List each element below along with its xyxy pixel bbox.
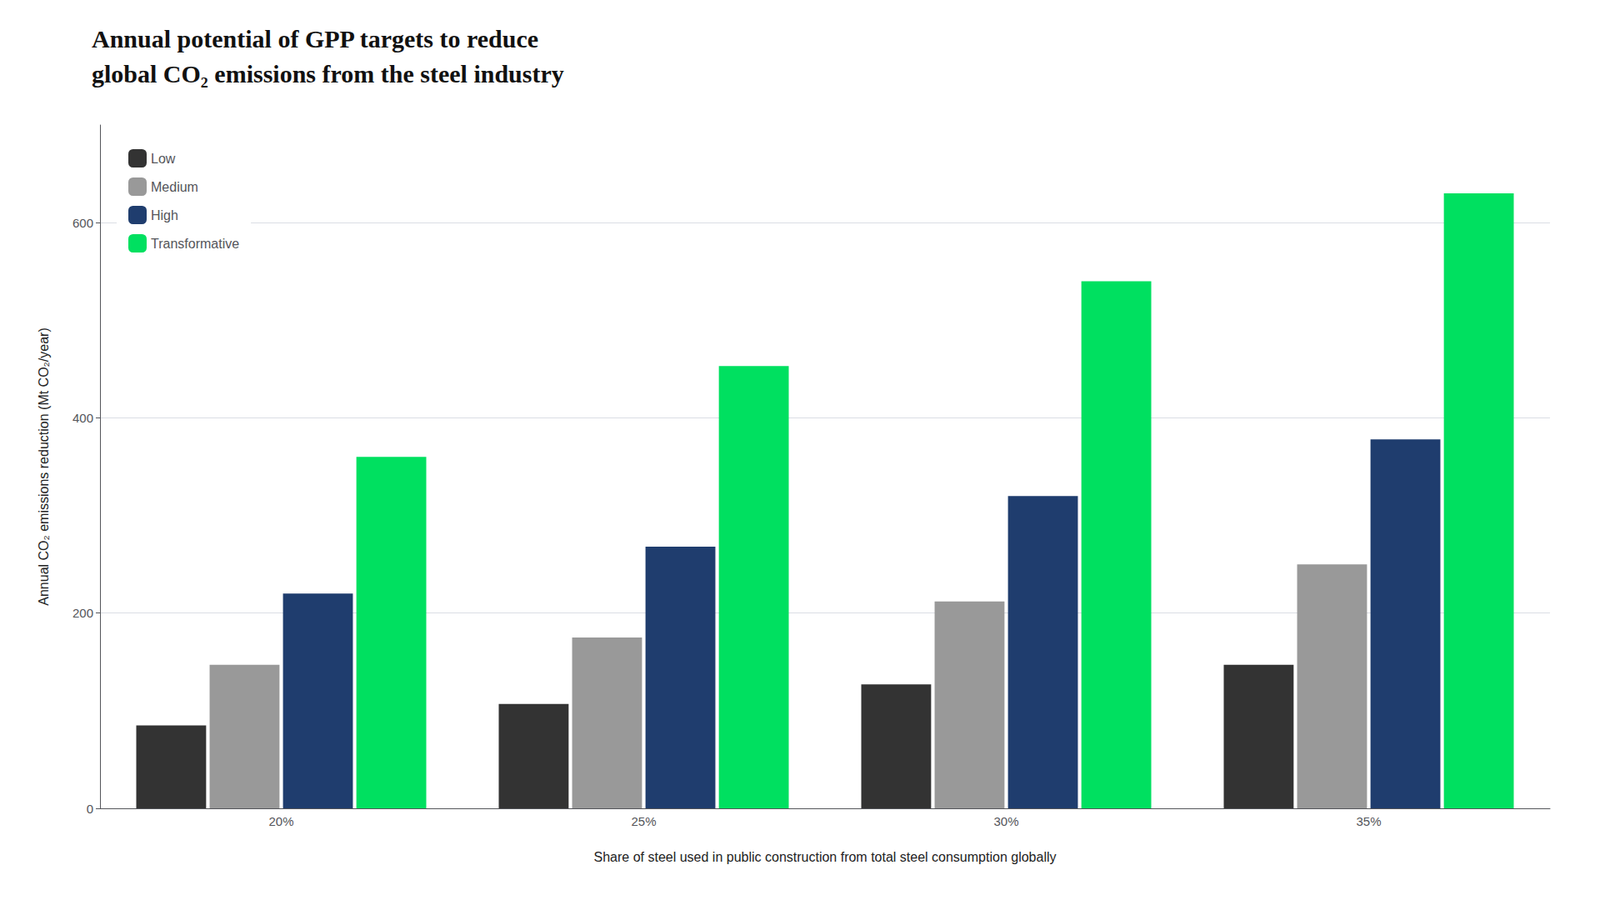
svg-text:Annual CO₂ emissions reduction: Annual CO₂ emissions reduction (Mt CO₂/y… — [36, 327, 51, 605]
svg-text:Low: Low — [150, 151, 176, 166]
svg-text:30%: 30% — [993, 814, 1019, 829]
svg-text:Medium: Medium — [150, 180, 199, 195]
svg-text:0: 0 — [86, 801, 94, 816]
svg-text:global CO₂ emissions from the: global CO₂ emissions from the steel indu… — [91, 60, 565, 88]
svg-text:25%: 25% — [630, 814, 656, 829]
svg-text:20%: 20% — [268, 814, 294, 829]
svg-text:Transformative: Transformative — [150, 236, 240, 251]
svg-text:200: 200 — [72, 605, 94, 620]
svg-text:400: 400 — [72, 410, 94, 425]
svg-text:600: 600 — [72, 215, 94, 230]
svg-text:35%: 35% — [1355, 814, 1381, 829]
svg-text:Annual potential of GPP target: Annual potential of GPP targets to reduc… — [91, 25, 539, 53]
svg-text:Share of steel used in public: Share of steel used in public constructi… — [594, 850, 1057, 865]
svg-text:High: High — [150, 208, 179, 223]
